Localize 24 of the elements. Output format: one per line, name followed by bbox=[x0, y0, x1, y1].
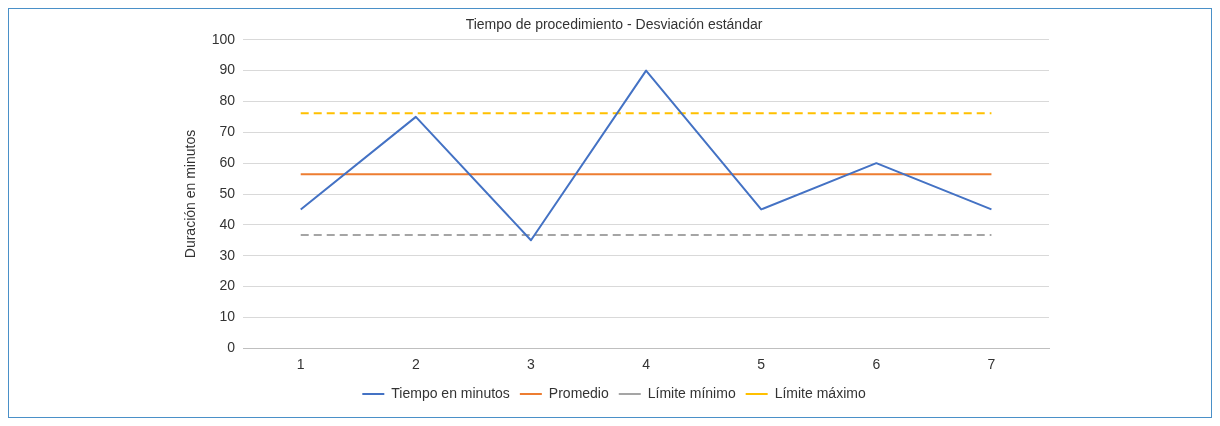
x-tick-label: 1 bbox=[296, 356, 305, 373]
x-tick-label: 4 bbox=[642, 356, 651, 373]
x-tick-label: 7 bbox=[987, 356, 996, 373]
legend-label: Límite mínimo bbox=[647, 384, 736, 401]
y-tick-label: 90 bbox=[219, 61, 236, 78]
y-axis-title: Duración en minutos bbox=[182, 129, 199, 259]
y-tick-label: 100 bbox=[211, 30, 236, 47]
y-tick-label: 70 bbox=[219, 123, 236, 140]
y-tick-label: 0 bbox=[227, 339, 236, 356]
x-tick-label: 6 bbox=[872, 356, 881, 373]
y-tick-label: 40 bbox=[219, 215, 236, 232]
legend-label: Tiempo en minutos bbox=[391, 384, 510, 401]
legend-label: Promedio bbox=[548, 384, 609, 401]
x-tick-label: 2 bbox=[411, 356, 420, 373]
legend-label: Límite máximo bbox=[774, 384, 866, 401]
chart-title: Tiempo de procedimiento - Desviación estándar bbox=[465, 16, 763, 33]
y-tick-label: 30 bbox=[219, 246, 236, 263]
x-tick-label: 5 bbox=[757, 356, 766, 373]
y-tick-label: 50 bbox=[219, 184, 236, 201]
y-tick-label: 60 bbox=[219, 154, 236, 171]
y-tick-label: 10 bbox=[219, 308, 236, 325]
x-tick-label: 3 bbox=[527, 356, 536, 373]
y-tick-label: 80 bbox=[219, 92, 236, 109]
y-tick-label: 20 bbox=[219, 277, 236, 294]
